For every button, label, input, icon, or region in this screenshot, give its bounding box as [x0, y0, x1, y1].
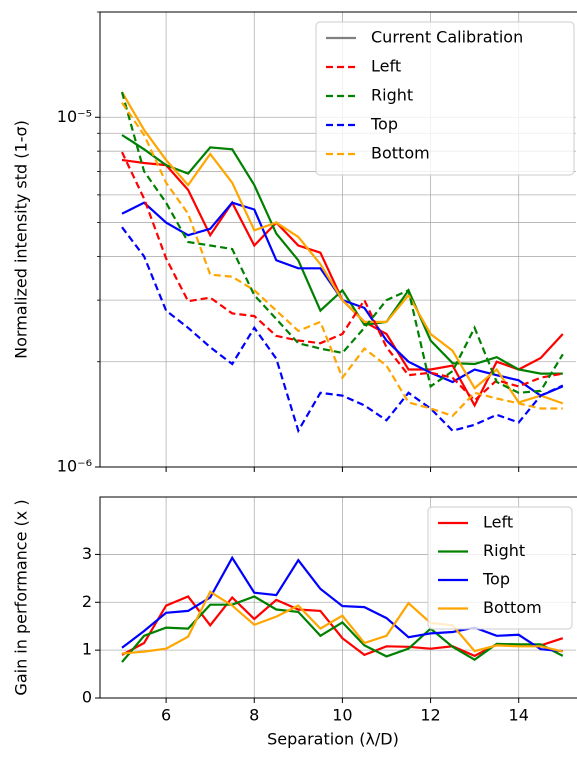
- x-tick-label: 8: [249, 706, 259, 725]
- legend-label: Bottom: [483, 598, 542, 617]
- x-tick-label: 6: [161, 706, 171, 725]
- legend-label: Right: [371, 86, 413, 105]
- series-line: [121, 590, 564, 655]
- series-line: [121, 91, 564, 405]
- legend-box: [427, 506, 573, 630]
- legend-label: Left: [371, 57, 401, 76]
- x-tick-label: 12: [420, 706, 440, 725]
- series-line: [121, 226, 564, 434]
- series-line: [121, 102, 563, 418]
- series-line: [121, 134, 563, 375]
- legend-label: Bottom: [371, 144, 430, 163]
- y-axis-label: Gain in performance (x ): [12, 499, 31, 695]
- x-axis-label: Separation (λ/D): [267, 730, 399, 749]
- y-tick-label: 10⁻⁶: [57, 457, 92, 476]
- axes-frame: [99, 11, 577, 468]
- y-tick-label: 10⁻⁵: [57, 107, 92, 126]
- y-tick-label: 0: [82, 688, 92, 707]
- series-line: [121, 151, 564, 402]
- series-line: [121, 555, 563, 653]
- y-axis-label: Normalized intensity std (1-σ): [12, 120, 31, 359]
- legend-label: Current Calibration: [371, 28, 523, 47]
- legend-box: [315, 21, 575, 176]
- y-tick-label: 2: [82, 592, 92, 611]
- legend-label: Top: [370, 115, 398, 134]
- series-line: [120, 91, 564, 394]
- y-tick-label: 3: [82, 544, 92, 563]
- axes-frame: [99, 496, 577, 699]
- legend-label: Right: [483, 541, 525, 560]
- legend-label: Top: [482, 570, 510, 589]
- legend-label: Left: [483, 513, 513, 532]
- y-tick-label: 1: [82, 640, 92, 659]
- x-tick-label: 14: [509, 706, 529, 725]
- x-tick-label: 10: [332, 706, 352, 725]
